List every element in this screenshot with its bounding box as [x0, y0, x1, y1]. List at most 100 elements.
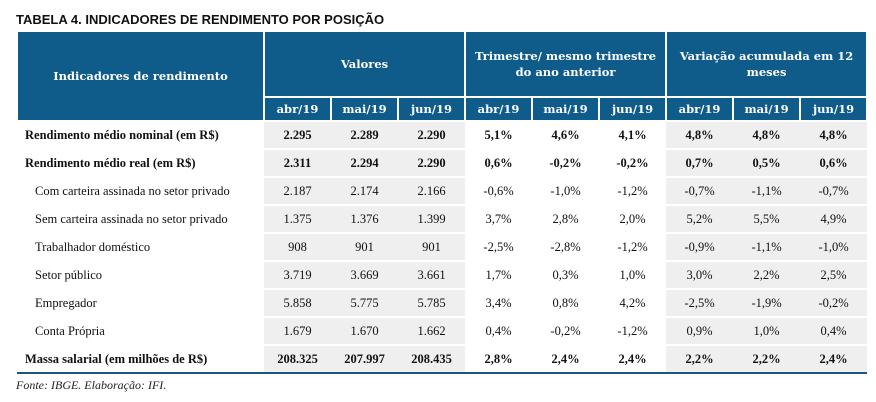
table-cell: 2.289	[331, 121, 398, 150]
table-cell: 2.166	[398, 177, 466, 206]
table-cell: 2.290	[398, 121, 466, 150]
row-label: Setor público	[17, 261, 264, 290]
table-row: Trabalhador doméstico 908 901 901 -2,5% -2,8%…	[17, 233, 868, 262]
table-cell: 2.174	[331, 177, 398, 206]
row-label: Com carteira assinada no setor privado	[17, 177, 264, 206]
table-cell: 0,7%	[666, 149, 734, 178]
month-header: mai/19	[330, 96, 399, 122]
table-cell: 2,8%	[532, 205, 600, 234]
table-cell: 2,8%	[465, 345, 533, 374]
table-cell: -0,2%	[532, 149, 600, 178]
table-cell: 3,0%	[666, 261, 734, 290]
table-cell: -1,1%	[733, 233, 801, 262]
table-cell: 5,2%	[666, 205, 734, 234]
table-cell: 1.670	[331, 317, 398, 346]
table-cell: 4,2%	[599, 289, 667, 318]
table-cell: -0,2%	[800, 289, 868, 318]
month-header: abr/19	[263, 96, 332, 122]
table-cell: -1,9%	[733, 289, 801, 318]
table-cell: 2.311	[264, 149, 331, 178]
row-label: Rendimento médio real (em R$)	[17, 149, 264, 178]
table-cell: -0,6%	[465, 177, 533, 206]
group-header-valores: Valores	[262, 30, 467, 98]
table-cell: 208.435	[398, 345, 466, 374]
table-cell: 2,2%	[733, 261, 801, 290]
table-cell: 4,9%	[800, 205, 868, 234]
table-cell: 3.719	[264, 261, 331, 290]
table-cell: 1,7%	[465, 261, 533, 290]
table-row: Massa salarial (em milhões de R$) 208.325…	[17, 345, 868, 374]
table-cell: -2,5%	[666, 289, 734, 318]
table-cell: 901	[331, 233, 398, 262]
table-cell: 2,4%	[800, 345, 868, 374]
month-header: jun/19	[799, 96, 869, 122]
table-cell: 1.399	[398, 205, 466, 234]
table-cell: 3.669	[331, 261, 398, 290]
table-cell: 5.775	[331, 289, 398, 318]
table-cell: 3,7%	[465, 205, 533, 234]
table-row: Conta Própria 1.679 1.670 1.662 0,4% -0,2% -1,…	[17, 317, 868, 346]
table-cell: 4,1%	[599, 121, 667, 150]
table-cell: 2,2%	[666, 345, 734, 374]
indicator-header: Indicadores de rendimento	[16, 30, 265, 122]
table-cell: 2,4%	[532, 345, 600, 374]
income-table: Indicadores de rendimento Valores Trimes…	[16, 30, 869, 374]
table-row: Sem carteira assinada no setor privado 1.…	[17, 205, 868, 234]
table-cell: 5.785	[398, 289, 466, 318]
source-note: Fonte: IBGE. Elaboração: IFI.	[16, 378, 167, 392]
table-cell: 0,9%	[666, 317, 734, 346]
table-cell: -2,5%	[465, 233, 533, 262]
table-cell: -1,1%	[733, 177, 801, 206]
table-cell: 0,8%	[532, 289, 600, 318]
month-header: mai/19	[732, 96, 802, 122]
table-cell: -0,2%	[599, 149, 667, 178]
row-label: Sem carteira assinada no setor privado	[17, 205, 264, 234]
table-cell: 3,4%	[465, 289, 533, 318]
group-header-trimestre: Trimestre/ mesmo trimestre do ano anteri…	[464, 30, 668, 98]
table-cell: -1,2%	[599, 177, 667, 206]
table-cell: 2.294	[331, 149, 398, 178]
table-cell: -2,8%	[532, 233, 600, 262]
row-label: Trabalhador doméstico	[17, 233, 264, 262]
table-cell: 0,4%	[465, 317, 533, 346]
month-header: mai/19	[531, 96, 601, 122]
table-row: Setor público 3.719 3.669 3.661 1,7% 0,3% 1,0%…	[17, 261, 868, 290]
month-header: jun/19	[396, 96, 467, 122]
table-cell: 0,5%	[733, 149, 801, 178]
table-cell: 4,8%	[666, 121, 734, 150]
table-cell: 0,6%	[465, 149, 533, 178]
table-cell: 5,5%	[733, 205, 801, 234]
table-cell: 208.325	[264, 345, 331, 374]
table-container: TABELA 4. INDICADORES DE RENDIMENTO POR …	[16, 12, 869, 392]
table-cell: 5.858	[264, 289, 331, 318]
row-label: Rendimento médio nominal (em R$)	[17, 121, 264, 150]
table-cell: 2,4%	[599, 345, 667, 374]
table-row: Com carteira assinada no setor privado 2.…	[17, 177, 868, 206]
table-cell: 0,4%	[800, 317, 868, 346]
table-cell: 207.997	[331, 345, 398, 374]
table-cell: 1,0%	[599, 261, 667, 290]
table-cell: 0,3%	[532, 261, 600, 290]
month-header: abr/19	[665, 96, 735, 122]
row-label: Conta Própria	[17, 317, 264, 346]
table-row: Rendimento médio real (em R$) 2.311 2.294 2…	[17, 149, 868, 178]
table-cell: 0,6%	[800, 149, 868, 178]
table-cell: 2.295	[264, 121, 331, 150]
table-cell: -0,7%	[666, 177, 734, 206]
table-cell: -0,9%	[666, 233, 734, 262]
table-cell: 3.661	[398, 261, 466, 290]
table-cell: 4,8%	[733, 121, 801, 150]
table-cell: 4,6%	[532, 121, 600, 150]
table-cell: 2.187	[264, 177, 331, 206]
month-header-row: abr/19 mai/19 jun/19 abr/19 mai/19 jun/19 abr/…	[17, 96, 869, 122]
table-cell: -1,0%	[800, 233, 868, 262]
row-label: Empregador	[17, 289, 264, 318]
table-cell: -0,2%	[532, 317, 600, 346]
table-cell: -1,2%	[599, 233, 667, 262]
table-cell: 1.662	[398, 317, 466, 346]
table-cell: 2,5%	[800, 261, 868, 290]
month-header: jun/19	[598, 96, 668, 122]
month-header: abr/19	[464, 96, 534, 122]
table-cell: 1.376	[331, 205, 398, 234]
table-title: TABELA 4. INDICADORES DE RENDIMENTO POR …	[16, 12, 385, 27]
